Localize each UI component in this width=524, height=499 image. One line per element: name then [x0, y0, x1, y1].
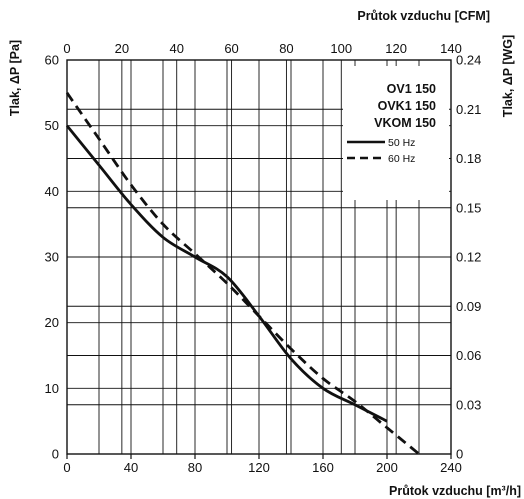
tick-label-bottom-5: 200 — [376, 460, 398, 475]
tick-label-right-7: 0.21 — [456, 102, 481, 117]
tick-label-left-6: 60 — [45, 53, 59, 68]
y-right-title: Tlak, ΔP [WG] — [501, 35, 515, 117]
legend-model-3: VKOM 150 — [374, 116, 436, 130]
tick-label-right-5: 0.15 — [456, 200, 481, 215]
tick-label-bottom-3: 120 — [248, 460, 270, 475]
tick-label-top-5: 100 — [330, 41, 352, 56]
tick-label-right-6: 0.18 — [456, 151, 481, 166]
tick-label-right-0: 0 — [456, 447, 463, 462]
series-line-50hz — [65, 124, 388, 423]
tick-label-left-5: 50 — [45, 118, 59, 133]
tick-label-right-4: 0.12 — [456, 250, 481, 265]
y-left-title: Tlak, ΔP [Pa] — [8, 40, 22, 116]
tick-label-bottom-2: 80 — [188, 460, 202, 475]
legend-model-1: OV1 150 — [387, 82, 436, 96]
tick-label-right-2: 0.06 — [456, 348, 481, 363]
tick-label-top-1: 20 — [115, 41, 129, 56]
legend-label-50hz: 50 Hz — [388, 137, 415, 149]
tick-label-bottom-0: 0 — [63, 460, 70, 475]
legend-model-2: OVK1 150 — [378, 99, 436, 113]
x-top-title: Průtok vzduchu [CFM] — [357, 9, 490, 23]
tick-label-top-3: 60 — [224, 41, 238, 56]
series-line-60hz — [65, 92, 420, 456]
legend-label-60hz: 60 Hz — [388, 153, 415, 165]
tick-label-top-2: 40 — [169, 41, 183, 56]
tick-label-top-6: 120 — [385, 41, 407, 56]
tick-label-right-1: 0.03 — [456, 397, 481, 412]
tick-label-bottom-6: 240 — [440, 460, 462, 475]
tick-label-right-3: 0.09 — [456, 299, 481, 314]
tick-label-right-8: 0.24 — [456, 53, 481, 68]
tick-label-left-1: 10 — [45, 381, 59, 396]
tick-label-top-4: 80 — [279, 41, 293, 56]
tick-label-bottom-4: 160 — [312, 460, 334, 475]
legend-background — [343, 66, 449, 200]
x-bottom-title: Průtok vzduchu [m³/h] — [389, 484, 521, 498]
tick-label-top-7: 140 — [440, 41, 462, 56]
tick-label-left-4: 40 — [45, 184, 59, 199]
tick-label-bottom-1: 40 — [124, 460, 138, 475]
tick-label-left-2: 20 — [45, 315, 59, 330]
tick-label-left-0: 0 — [52, 447, 59, 462]
series-layer — [65, 92, 420, 456]
tick-label-left-3: 30 — [45, 250, 59, 265]
tick-label-top-0: 0 — [63, 41, 70, 56]
legend: OV1 150 OVK1 150 VKOM 150 50 Hz 60 Hz — [343, 66, 449, 200]
